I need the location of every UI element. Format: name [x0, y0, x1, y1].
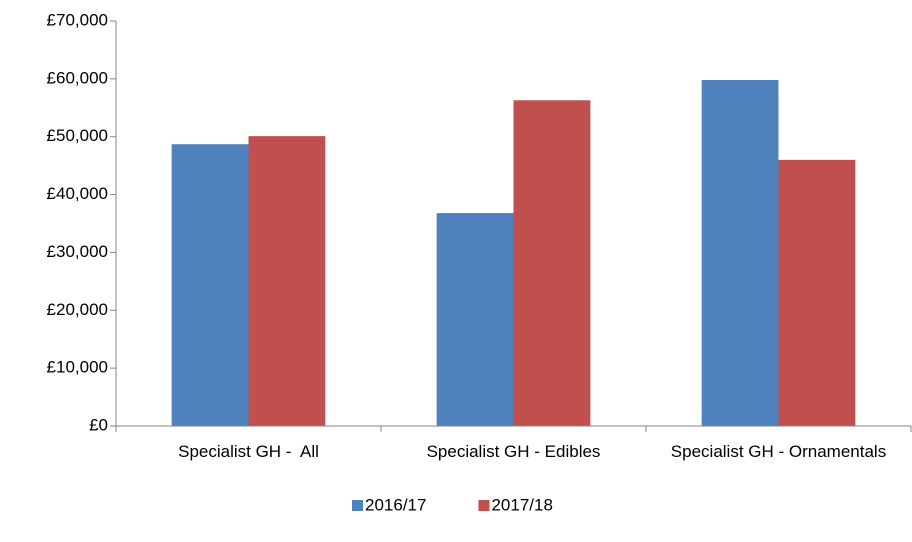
y-tick-label: £20,000 — [47, 300, 108, 319]
legend-swatch — [478, 500, 490, 511]
x-tick-label: Specialist GH - Ornamentals — [670, 442, 887, 461]
legend-label: 2017/18 — [491, 495, 552, 514]
legend-swatch — [352, 500, 363, 511]
bar — [171, 144, 249, 426]
y-tick-label: £10,000 — [47, 358, 108, 377]
y-tick-label: £40,000 — [47, 184, 108, 203]
x-tick-label: Specialist GH - All — [178, 442, 319, 461]
bar — [436, 213, 514, 426]
legend-label: 2016/17 — [365, 495, 426, 514]
bar — [701, 80, 779, 426]
y-tick-label: £50,000 — [47, 126, 108, 145]
y-tick-label: £70,000 — [47, 10, 108, 29]
x-tick-label: Specialist GH - Edibles — [426, 442, 601, 461]
y-tick-label: £30,000 — [47, 242, 108, 261]
bar — [513, 100, 591, 426]
bar — [778, 159, 856, 426]
y-tick-label: £0 — [89, 415, 108, 434]
bar — [248, 136, 326, 426]
y-tick-label: £60,000 — [47, 68, 108, 87]
